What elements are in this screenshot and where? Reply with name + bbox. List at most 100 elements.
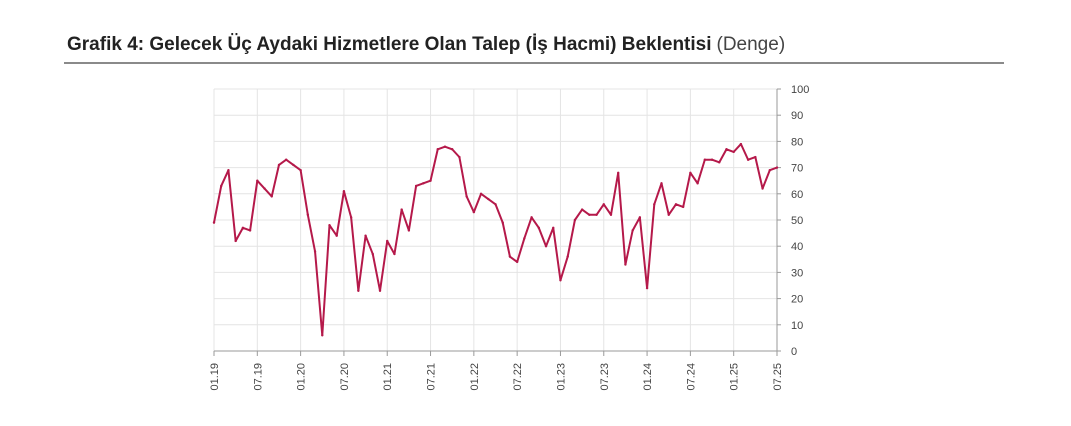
- data-point: [487, 197, 490, 201]
- data-point: [566, 255, 569, 258]
- data-point: [775, 166, 779, 169]
- data-point: [689, 171, 692, 175]
- data-point: [414, 184, 418, 188]
- data-point: [515, 260, 519, 264]
- x-tick-label: 07.21: [426, 363, 438, 391]
- x-tick-label: 01.23: [555, 363, 567, 391]
- data-point: [364, 234, 367, 237]
- x-tick-label: 07.25: [772, 363, 784, 391]
- data-point: [443, 145, 447, 148]
- data-point: [761, 187, 764, 190]
- data-point: [544, 245, 548, 248]
- data-point: [378, 289, 382, 292]
- data-point: [407, 229, 411, 232]
- data-point: [277, 163, 281, 167]
- x-tick-label: 01.20: [296, 363, 308, 391]
- data-point: [321, 334, 324, 337]
- data-point: [595, 213, 598, 216]
- data-point: [386, 239, 389, 243]
- data-point: [234, 239, 237, 243]
- data-point: [501, 221, 504, 224]
- data-point: [472, 210, 476, 214]
- data-point: [739, 142, 743, 146]
- data-point: [371, 252, 374, 256]
- data-point: [725, 148, 728, 151]
- data-point: [422, 182, 425, 185]
- data-point: [335, 234, 338, 237]
- y-tick-label: 20: [791, 294, 803, 306]
- data-point: [573, 218, 577, 222]
- data-point: [559, 279, 562, 282]
- data-point: [436, 148, 439, 151]
- data-point: [530, 216, 533, 219]
- data-point: [328, 224, 331, 227]
- x-tick-label: 07.19: [252, 363, 264, 391]
- data-point: [681, 205, 685, 209]
- data-point: [465, 195, 468, 198]
- data-point: [580, 208, 584, 211]
- data-point: [638, 216, 642, 219]
- x-tick-label: 07.23: [599, 363, 611, 391]
- data-point: [768, 169, 771, 172]
- data-point: [537, 226, 541, 230]
- x-tick-label: 01.19: [209, 363, 221, 391]
- y-tick-label: 80: [791, 136, 803, 148]
- data-point: [617, 171, 620, 175]
- data-point: [703, 158, 707, 161]
- x-tick-label: 07.24: [685, 363, 697, 391]
- data-point: [212, 221, 216, 224]
- x-tick-label: 01.24: [642, 363, 654, 391]
- data-point: [710, 158, 714, 161]
- y-tick-label: 0: [791, 346, 797, 358]
- data-point: [746, 158, 750, 161]
- chart-title-sub: (Denge): [716, 34, 786, 55]
- y-tick-label: 10: [791, 320, 803, 332]
- x-tick-label: 01.22: [469, 363, 481, 391]
- data-point: [696, 182, 699, 185]
- y-tick-label: 50: [791, 215, 803, 227]
- x-tick-label: 07.20: [339, 363, 351, 391]
- data-point: [494, 203, 497, 206]
- data-point: [660, 182, 663, 185]
- data-point: [667, 213, 670, 216]
- y-tick-label: 70: [791, 163, 803, 175]
- data-point: [342, 189, 346, 193]
- data-point: [292, 163, 295, 167]
- x-tick-label: 01.21: [382, 363, 394, 391]
- x-tick-label: 01.25: [729, 363, 741, 391]
- data-point: [263, 187, 266, 190]
- y-tick-label: 30: [791, 267, 803, 279]
- data-point: [270, 195, 273, 198]
- data-point: [256, 179, 259, 182]
- data-point: [732, 150, 735, 154]
- data-point: [609, 213, 613, 216]
- data-point: [631, 229, 634, 232]
- data-point: [479, 192, 483, 195]
- data-point: [523, 237, 526, 240]
- data-point: [227, 169, 230, 172]
- y-tick-label: 90: [791, 110, 803, 122]
- data-point: [299, 169, 302, 172]
- data-point: [602, 203, 605, 206]
- x-tick-label: 07.22: [512, 363, 524, 391]
- data-point: [552, 226, 555, 230]
- data-point: [284, 158, 288, 161]
- y-tick-label: 100: [791, 84, 809, 96]
- y-tick-label: 60: [791, 189, 803, 201]
- data-point: [349, 216, 353, 219]
- data-point: [241, 226, 245, 230]
- data-point: [450, 148, 454, 151]
- data-point: [306, 213, 310, 216]
- data-point: [508, 255, 512, 258]
- data-point: [393, 252, 396, 256]
- data-point: [458, 155, 461, 159]
- y-tick-label: 40: [791, 241, 803, 253]
- data-point: [645, 286, 649, 290]
- data-point: [357, 289, 360, 292]
- data-point: [718, 161, 721, 164]
- data-point: [674, 203, 678, 206]
- axes: 0 10 20 30 40 50 60 70 80 90 100 01.19 07.19 01.20 07.…: [209, 84, 809, 391]
- series-line: [213, 143, 778, 337]
